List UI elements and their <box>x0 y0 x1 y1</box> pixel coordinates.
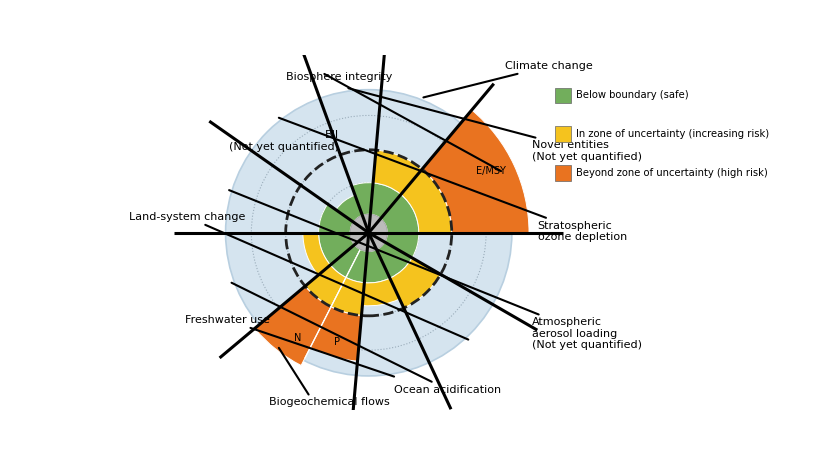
Text: N: N <box>293 333 301 343</box>
Text: P: P <box>333 337 339 348</box>
Circle shape <box>225 90 511 376</box>
Wedge shape <box>364 250 389 283</box>
Text: Freshwater use: Freshwater use <box>185 315 394 377</box>
Wedge shape <box>380 195 419 233</box>
Text: In zone of uncertainty (increasing risk): In zone of uncertainty (increasing risk) <box>576 129 768 139</box>
Wedge shape <box>319 204 353 233</box>
Wedge shape <box>389 258 440 308</box>
Wedge shape <box>331 278 364 315</box>
Wedge shape <box>319 233 354 265</box>
Wedge shape <box>384 233 419 258</box>
Bar <box>554 165 570 181</box>
Text: Beyond zone of uncertainty (high risk): Beyond zone of uncertainty (high risk) <box>576 168 767 177</box>
Wedge shape <box>336 195 362 222</box>
Wedge shape <box>255 286 331 366</box>
Wedge shape <box>376 242 412 278</box>
Text: Ocean acidification: Ocean acidification <box>231 283 500 395</box>
Wedge shape <box>330 245 360 278</box>
Wedge shape <box>422 110 528 233</box>
Circle shape <box>350 214 387 251</box>
Wedge shape <box>346 249 367 283</box>
Text: Novel entities
(Not yet quantified): Novel entities (Not yet quantified) <box>348 88 641 162</box>
Wedge shape <box>351 183 373 215</box>
Text: Climate change: Climate change <box>423 61 591 97</box>
Bar <box>554 126 570 142</box>
Bar <box>554 88 570 103</box>
Text: BII
(Not yet quantified): BII (Not yet quantified) <box>229 130 338 152</box>
Wedge shape <box>310 307 361 361</box>
Text: Stratospheric
ozone depletion: Stratospheric ozone depletion <box>278 118 626 242</box>
Wedge shape <box>373 150 422 195</box>
Wedge shape <box>305 265 346 307</box>
Text: E/MSY: E/MSY <box>476 165 505 176</box>
Text: Biosphere integrity: Biosphere integrity <box>285 72 391 83</box>
Wedge shape <box>370 183 400 219</box>
Text: Land-system change: Land-system change <box>129 212 468 340</box>
Wedge shape <box>400 169 451 233</box>
Text: Below boundary (safe): Below boundary (safe) <box>576 90 688 100</box>
Text: Atmospheric
aerosol loading
(Not yet quantified): Atmospheric aerosol loading (Not yet qua… <box>229 190 641 350</box>
Wedge shape <box>362 278 399 306</box>
Wedge shape <box>302 233 330 275</box>
Text: Biogeochemical flows: Biogeochemical flows <box>268 397 389 408</box>
